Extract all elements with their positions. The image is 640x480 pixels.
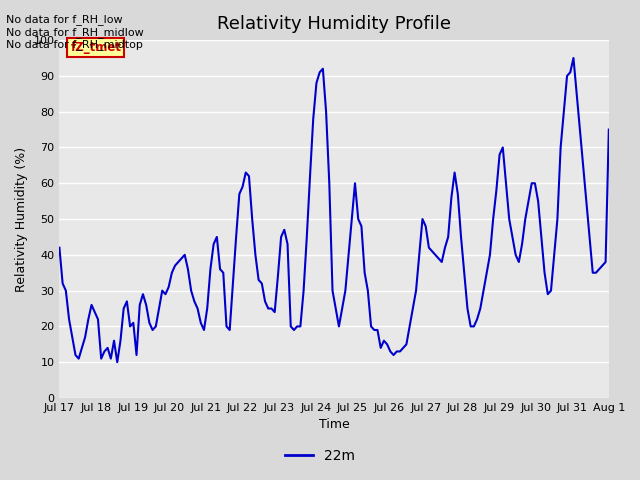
Legend: 22m: 22m (280, 443, 360, 468)
Text: fZ_tmet: fZ_tmet (70, 41, 122, 54)
Y-axis label: Relativity Humidity (%): Relativity Humidity (%) (15, 146, 28, 292)
Text: No data for f_RH_low
No data for f_RH_midlow
No data for f_RH_midtop: No data for f_RH_low No data for f_RH_mi… (6, 14, 144, 50)
X-axis label: Time: Time (319, 419, 349, 432)
Title: Relativity Humidity Profile: Relativity Humidity Profile (217, 15, 451, 33)
